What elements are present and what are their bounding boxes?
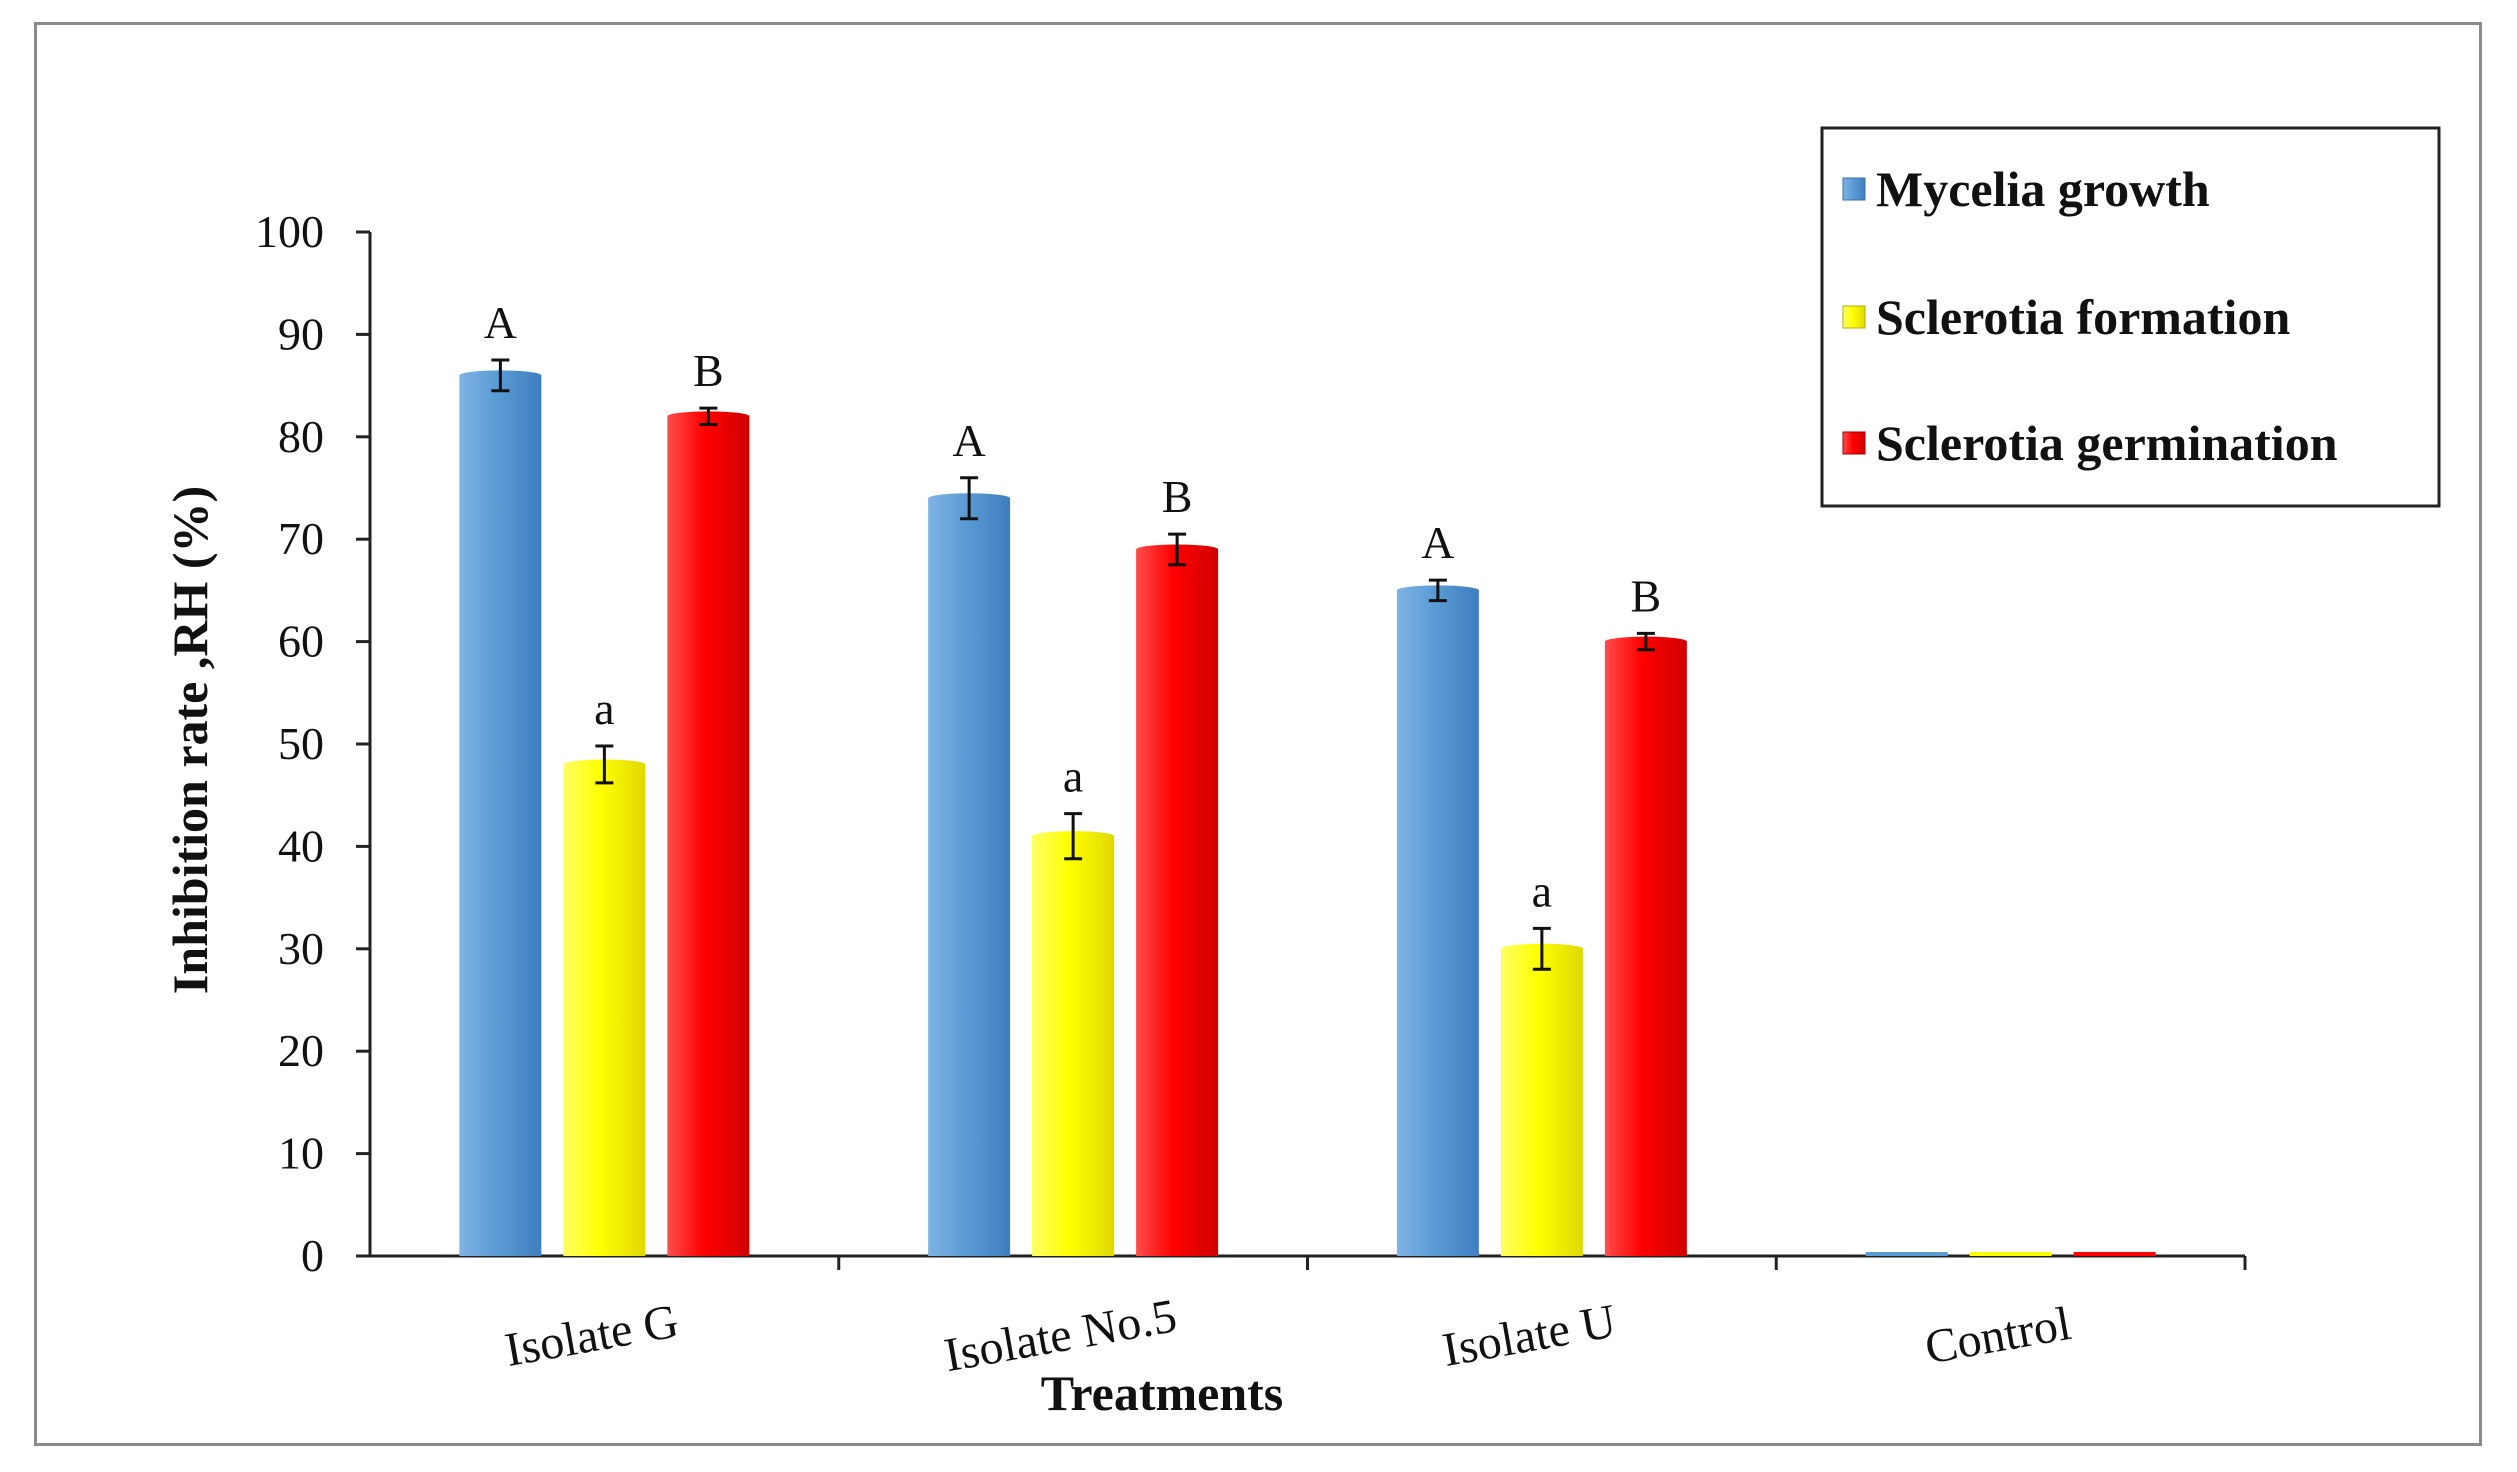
legend-swatch-sclerotia-germination [1842,431,1866,455]
legend-label-sclerotia-formation: Sclerotia formation [1876,289,2290,345]
significance-label: a [594,683,614,734]
y-tick-label: 90 [278,308,324,359]
legend-swatch-mycelia-growth [1842,177,1866,201]
x-category-label: Isolate G [501,1294,682,1377]
bar-sclerotia-germination [1604,641,1687,1256]
bar-sclerotia-formation [563,764,646,1256]
data-labels: A A Aa a a B B B [484,297,1661,916]
bar-mycelia-growth [928,498,1011,1256]
bar-mycelia-growth [459,375,542,1256]
y-tick-label: 70 [278,513,324,564]
significance-label: B [1631,570,1662,621]
significance-label: B [1162,471,1193,522]
bar-sclerotia-germination [667,416,750,1256]
significance-label: A [1421,517,1454,568]
legend-swatch-sclerotia-formation [1842,305,1866,329]
significance-label: A [484,297,517,348]
significance-label: a [1532,865,1552,916]
y-tick-label: 0 [301,1230,324,1281]
y-tick-label: 30 [278,923,324,974]
legend-label-sclerotia-germination: Sclerotia germination [1876,415,2338,471]
bar-sclerotia-formation [1032,836,1115,1256]
legend-box [1820,126,2441,508]
bar-mycelia-growth [1865,1252,1948,1256]
x-axis-title: Treatments [1041,1365,1284,1421]
y-tick-label: 10 [278,1128,324,1179]
x-category-label: Isolate U [1439,1294,1620,1377]
bars [459,358,2156,1256]
y-tick-label: 100 [255,206,324,257]
significance-label: a [1063,751,1083,802]
y-tick-label: 40 [278,820,324,871]
y-tick-label: 20 [278,1025,324,1076]
legend: Mycelia growth Sclerotia formation Scler… [1820,126,2441,508]
bar-sclerotia-formation [1969,1252,2052,1256]
y-axis-title: Inhibition rate ,RH (%) [162,486,218,994]
significance-label: A [953,415,986,466]
y-tick-label: 50 [278,718,324,769]
y-tick-label: 80 [278,411,324,462]
bar-sclerotia-formation [1500,948,1583,1256]
significance-label: B [693,345,724,396]
bar-mycelia-growth [1396,590,1479,1256]
x-category-label: Control [1921,1297,2075,1375]
bar-sclerotia-germination [2073,1252,2156,1256]
bar-sclerotia-germination [1136,549,1219,1256]
legend-label-mycelia-growth: Mycelia growth [1876,161,2210,217]
y-tick-label: 60 [278,616,324,667]
